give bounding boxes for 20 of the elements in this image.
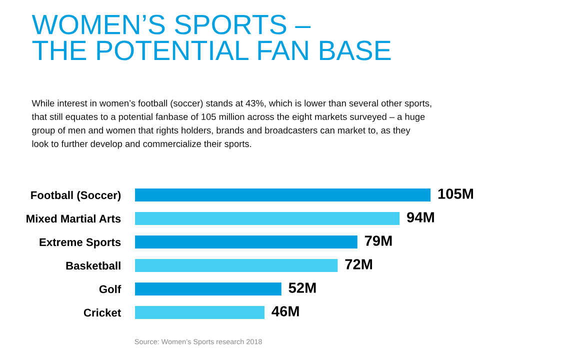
bar — [135, 212, 400, 225]
y-tick-label: Extreme Sports — [40, 238, 121, 248]
y-tick-label: Football (Soccer) — [31, 190, 121, 202]
y-tick-label: Mixed Martial Arts — [26, 214, 121, 223]
chart-subtitle: While interest in women’s football (soccer) stands at 43%, which is lower than several other sports, that still equates to a potential fanbase of 105 million across the eight markets surveyed – a huge group of men and women that rights holders, brands and broadcasters can market to, as they look to further develop and commercialize their sports. — [32, 100, 432, 149]
y-tick-label: Basketball — [66, 261, 120, 270]
bar — [135, 306, 264, 319]
bar — [135, 282, 282, 296]
data-label: 72M — [345, 259, 372, 270]
bar — [135, 236, 358, 248]
y-tick-label: Cricket — [84, 308, 121, 317]
bar — [135, 188, 431, 202]
bar — [135, 259, 338, 272]
data-label: 94M — [407, 212, 434, 222]
y-tick-label: Golf — [99, 284, 122, 294]
data-label: 52M — [288, 282, 316, 293]
data-label: 46M — [272, 306, 299, 316]
chart-title: WOMEN’S SPORTS – THE POTENTIAL FAN BASE — [32, 14, 391, 60]
data-label: 79M — [364, 236, 392, 246]
data-label: 105M — [438, 188, 474, 199]
